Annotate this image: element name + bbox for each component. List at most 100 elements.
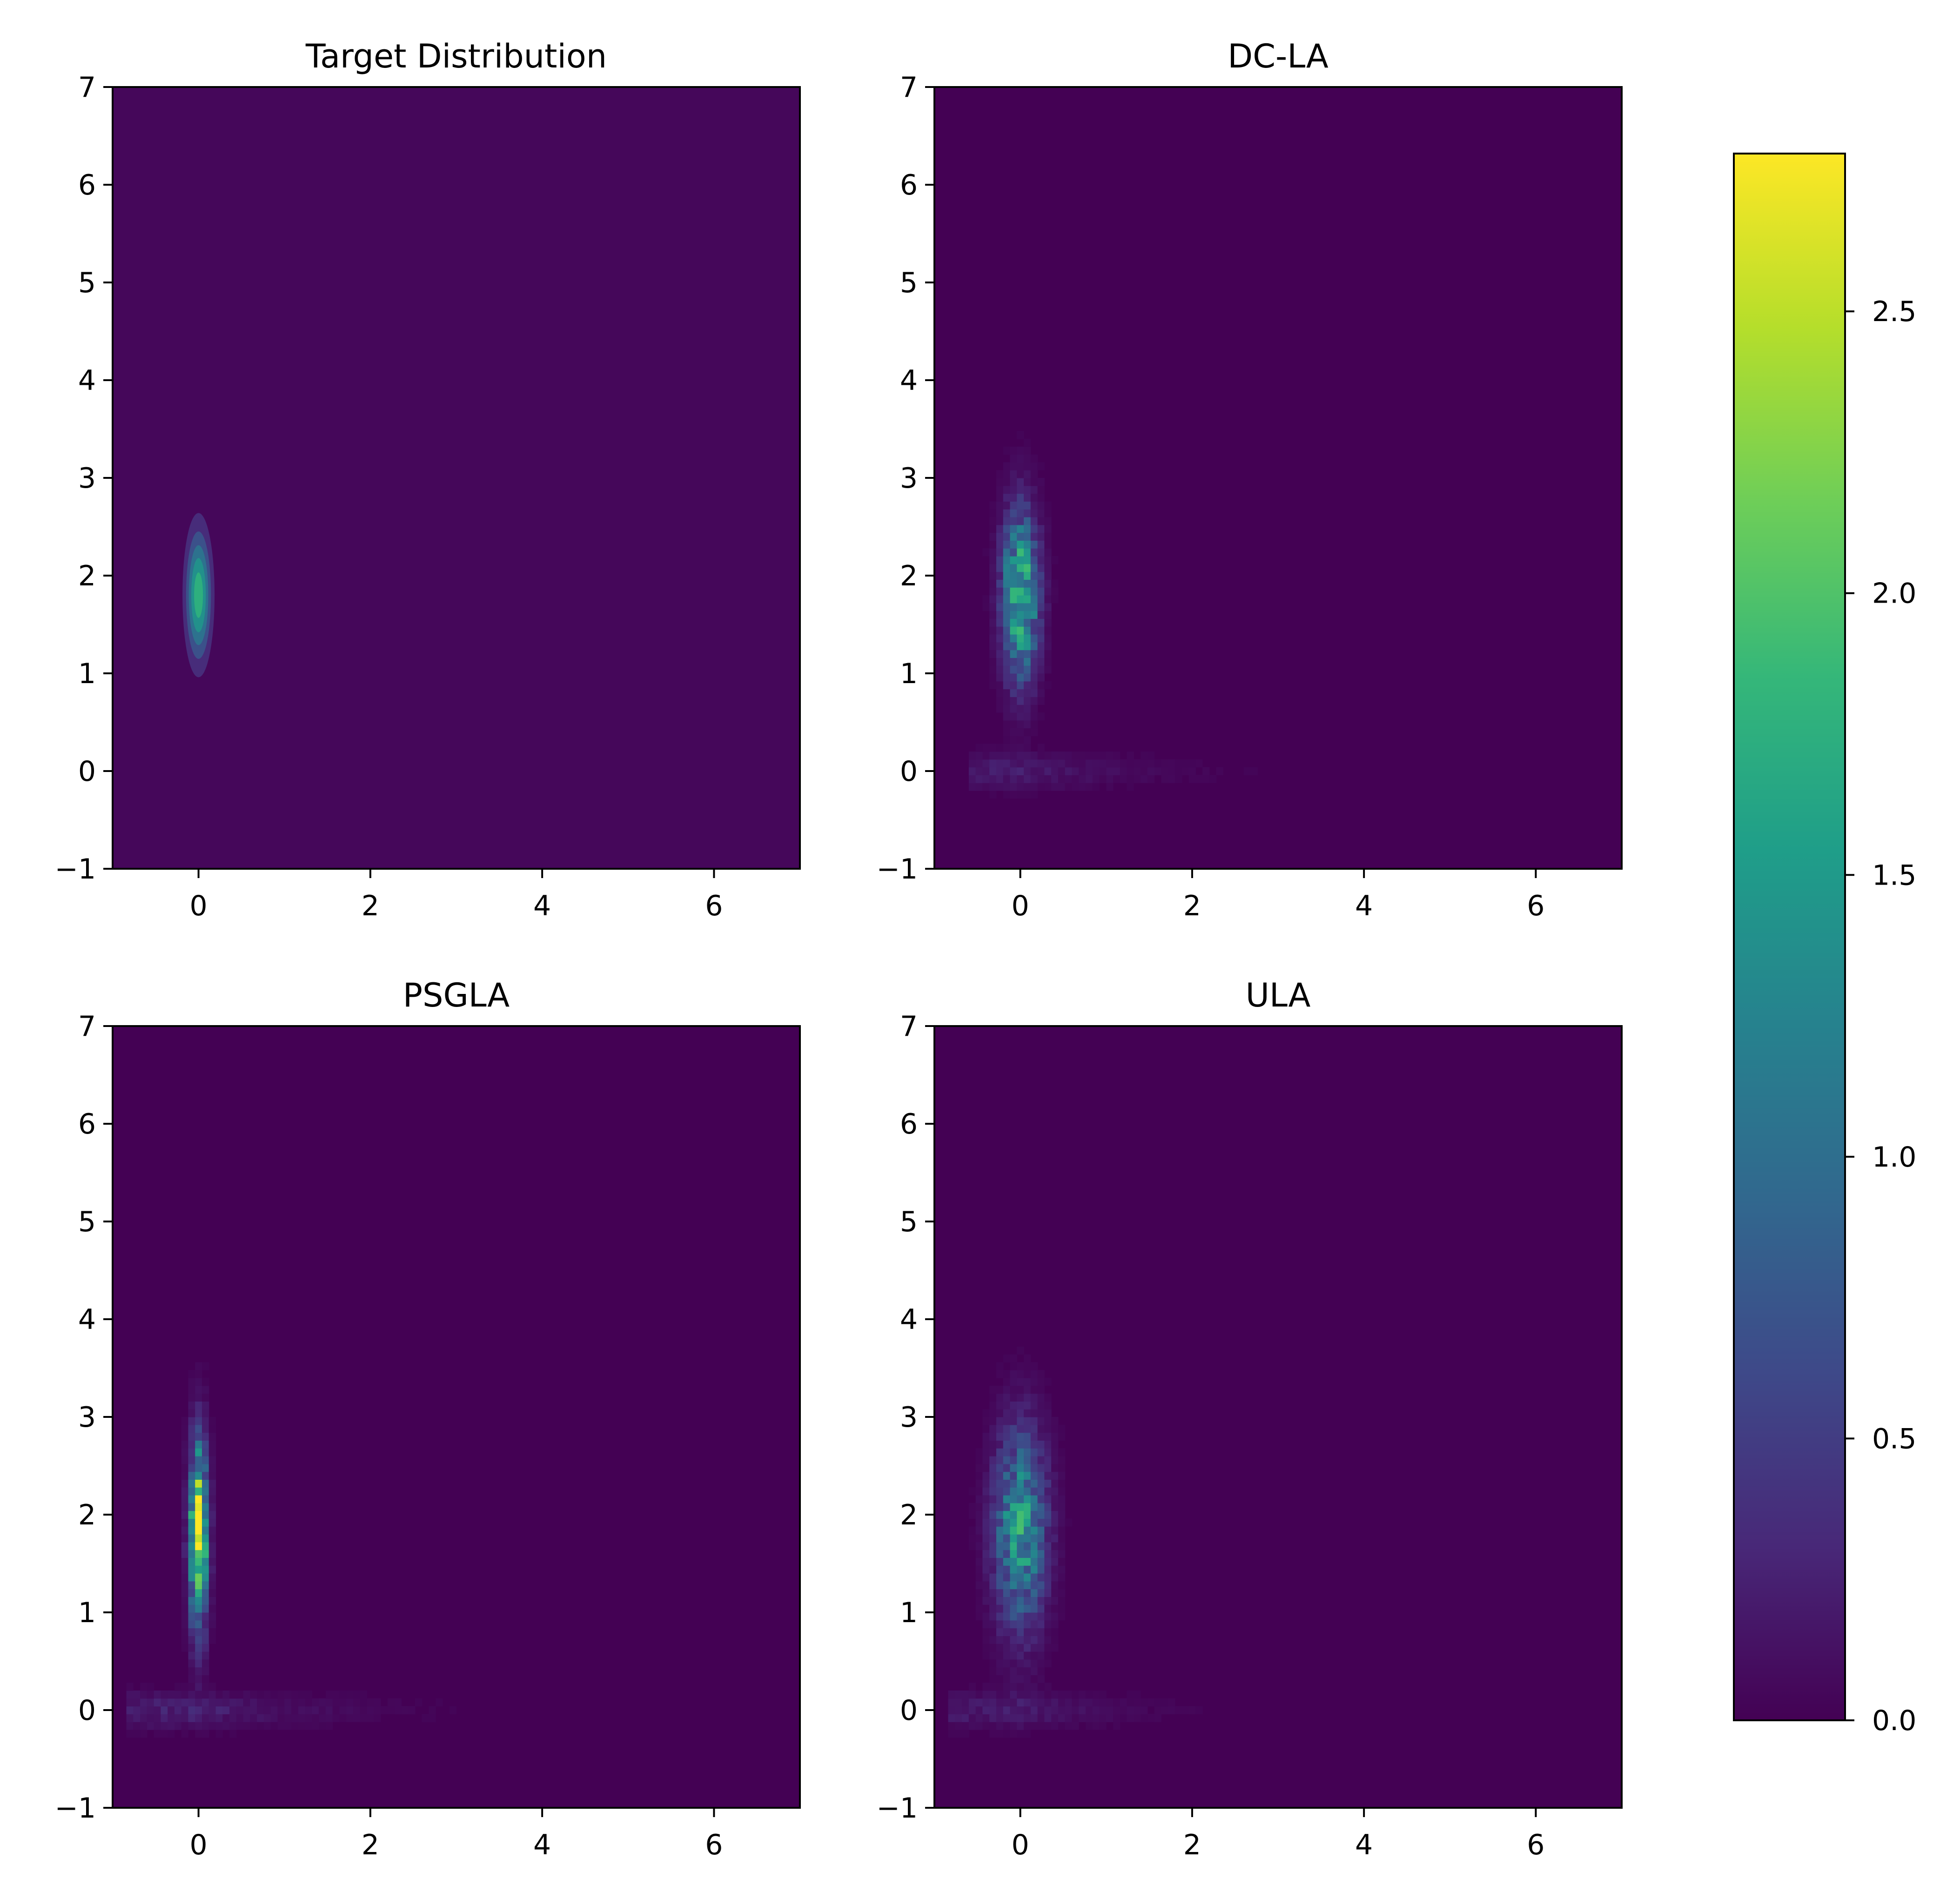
hist-cell [1037, 587, 1045, 596]
hist-cell [174, 1714, 182, 1722]
hist-cell [955, 1722, 962, 1730]
hist-cell [1134, 1698, 1141, 1707]
hist-cell [996, 1495, 1004, 1503]
hist-cell [1044, 1448, 1052, 1456]
hist-cell [181, 1644, 189, 1652]
x-tick-label: 2 [362, 1829, 379, 1861]
heatmap-cells [113, 87, 800, 869]
hist-cell [996, 1487, 1004, 1496]
hist-cell [1024, 524, 1031, 533]
hist-cell [1037, 1691, 1045, 1699]
hist-cell [996, 1448, 1004, 1456]
hist-cell [1030, 1604, 1038, 1613]
hist-cell [229, 1706, 237, 1714]
hist-cell [195, 1730, 202, 1738]
hist-cell [989, 665, 997, 674]
hist-cell [1024, 1651, 1031, 1660]
hist-cell [1010, 1471, 1017, 1480]
hist-cell [305, 1691, 312, 1699]
hist-cell [996, 673, 1004, 682]
hist-cell [996, 1675, 1004, 1683]
hist-cell [208, 1440, 216, 1449]
hist-cell [996, 1557, 1004, 1566]
hist-cell [1024, 564, 1031, 572]
hist-cell [1051, 1628, 1059, 1636]
hist-cell [188, 1495, 195, 1503]
hist-cell [1044, 1636, 1052, 1644]
hist-cell [188, 1557, 195, 1566]
hist-cell [1058, 1698, 1066, 1707]
hist-cell [1113, 752, 1121, 760]
hist-cell [1010, 634, 1017, 643]
hist-cell [1051, 1479, 1059, 1488]
hist-cell [1120, 759, 1128, 768]
hist-cell [955, 1730, 962, 1738]
hist-cell [1010, 1440, 1017, 1449]
hist-cell [1037, 642, 1045, 651]
hist-cell [1216, 767, 1223, 775]
hist-cell [1024, 1675, 1031, 1683]
hist-cell [1003, 1448, 1011, 1456]
hist-cell [975, 744, 983, 752]
hist-cell [975, 1448, 983, 1456]
hist-cell [1010, 720, 1017, 729]
hist-cell [195, 1471, 202, 1480]
hist-cell [126, 1714, 134, 1722]
hist-cell [1003, 736, 1011, 744]
hist-cell [133, 1730, 141, 1738]
hist-cell [989, 1683, 997, 1691]
hist-cell [1168, 1706, 1175, 1714]
hist-cell [989, 611, 997, 619]
hist-cell [1017, 603, 1024, 611]
hist-cell [195, 1644, 202, 1652]
hist-cell [1010, 1628, 1017, 1636]
hist-cell [968, 752, 976, 760]
hist-cell [188, 1604, 195, 1613]
hist-cell [243, 1691, 250, 1699]
hist-cell [975, 1581, 983, 1590]
hist-cell [1044, 1542, 1052, 1550]
hist-cell [1127, 1706, 1134, 1714]
hist-cell [1120, 1698, 1128, 1707]
hist-cell [1030, 1557, 1038, 1566]
hist-cell [1017, 1401, 1024, 1409]
hist-cell [1037, 752, 1045, 760]
hist-cell [982, 603, 990, 611]
y-tick-label: 4 [78, 1303, 96, 1336]
hist-cell [1030, 650, 1038, 658]
hist-cell [1003, 1487, 1011, 1496]
hist-cell [374, 1714, 381, 1722]
hist-cell [1168, 775, 1175, 783]
hist-cell [1024, 1620, 1031, 1629]
hist-cell [319, 1706, 326, 1714]
hist-cell [1037, 1667, 1045, 1675]
hist-cell [948, 1722, 955, 1730]
hist-cell [1161, 1698, 1168, 1707]
y-tick-label: 5 [78, 1206, 96, 1238]
hist-cell [1030, 548, 1038, 557]
hist-cell [195, 1456, 202, 1464]
hist-cell [1017, 532, 1024, 541]
y-tick-label: 0 [900, 755, 918, 788]
hist-cell [1030, 1370, 1038, 1378]
hist-cell [195, 1487, 202, 1496]
hist-cell [1037, 673, 1045, 682]
hist-cell [1044, 1503, 1052, 1511]
hist-cell [1120, 767, 1128, 775]
hist-cell [996, 1581, 1004, 1590]
hist-cell [229, 1698, 237, 1707]
hist-cell [401, 1706, 409, 1714]
hist-cell [1003, 1432, 1011, 1441]
hist-cell [1072, 752, 1079, 760]
hist-cell [1037, 564, 1045, 572]
hist-cell [1044, 1589, 1052, 1597]
hist-cell [1058, 775, 1066, 783]
hist-cell [1003, 1675, 1011, 1683]
hist-cell [188, 1440, 195, 1449]
hist-cell [250, 1722, 257, 1730]
hist-cell [1030, 1581, 1038, 1590]
hist-cell [1003, 658, 1011, 666]
hist-cell [989, 1417, 997, 1425]
hist-cell [202, 1471, 209, 1480]
hist-cell [257, 1691, 264, 1699]
